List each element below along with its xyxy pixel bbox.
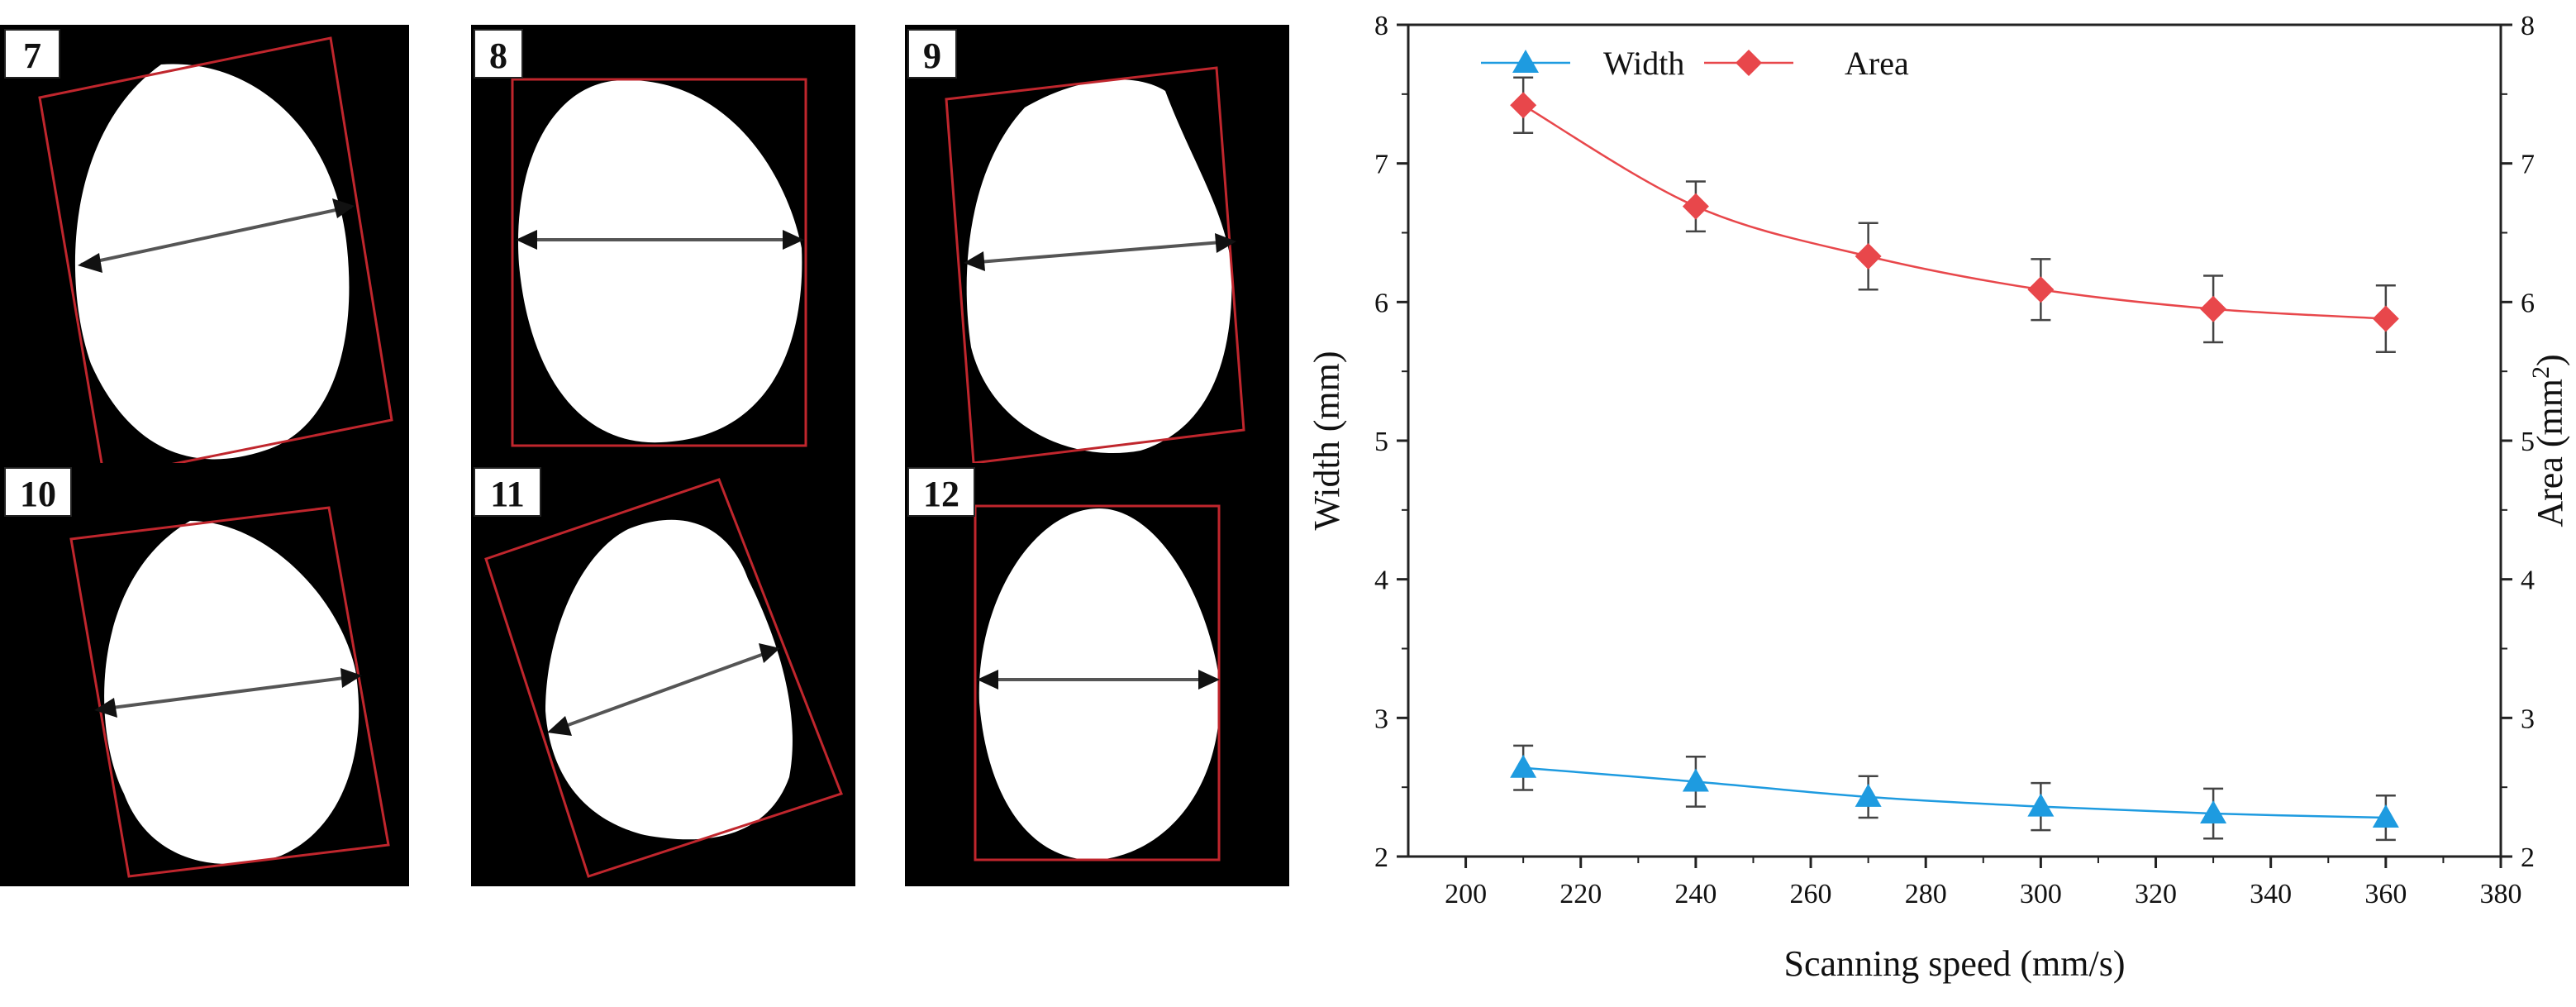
x-tick-label: 340 — [2250, 879, 2292, 909]
y-tick-label-right: 8 — [2521, 11, 2535, 41]
x-tick-label: 360 — [2364, 879, 2407, 909]
panel-label-8: 8 — [489, 36, 507, 76]
y-tick-label-right: 5 — [2521, 427, 2535, 457]
series-line-width — [1523, 766, 2386, 819]
y-axis-label-left: Width (mm) — [1307, 351, 1347, 531]
panel-8: 8 — [471, 25, 855, 494]
data-point-area — [1855, 243, 1882, 270]
y-tick-label-left: 2 — [1374, 842, 1388, 873]
y-axis-label-right-sup: 2 — [2527, 366, 2555, 379]
panel-label-7: 7 — [23, 36, 41, 76]
series-line-area — [1522, 104, 2386, 320]
y-tick-label-right: 7 — [2521, 150, 2535, 180]
y-axis-label-right-close: ) — [2530, 354, 2570, 366]
x-tick-label: 240 — [1674, 879, 1717, 909]
x-tick-label: 220 — [1559, 879, 1602, 909]
data-point-width — [2372, 804, 2399, 828]
legend-marker-width — [1512, 50, 1539, 73]
y-tick-label-left: 6 — [1374, 288, 1388, 318]
y-axis-label-right-text: Area (mm — [2530, 379, 2570, 527]
x-tick-label: 200 — [1445, 879, 1487, 909]
data-point-area — [1682, 193, 1709, 220]
data-point-area — [1510, 92, 1537, 119]
x-axis-label: Scanning speed (mm/s) — [1783, 943, 2125, 984]
y-tick-label-left: 4 — [1374, 566, 1388, 596]
y-tick-label-right: 4 — [2521, 566, 2535, 596]
x-tick-label: 320 — [2135, 879, 2177, 909]
chart-axes: 200 220 240 260 280 300 320 340 360 380 2 3 4 5 6 7 8 2 3 4… — [1374, 11, 2535, 909]
data-point-width — [2200, 800, 2227, 824]
plot-frame — [1407, 23, 2502, 858]
y-tick-label-left: 8 — [1374, 11, 1388, 41]
x-tick-label: 300 — [2020, 879, 2062, 909]
chart-marks — [1510, 76, 2399, 842]
panel-label-11: 11 — [490, 474, 525, 514]
y-tick-label-left: 5 — [1374, 427, 1388, 457]
legend-label-width: Width — [1603, 45, 1684, 82]
y-tick-label-right: 3 — [2521, 704, 2535, 734]
data-point-width — [1855, 783, 1882, 807]
data-point-width — [2027, 793, 2055, 817]
x-tick-label: 380 — [2480, 879, 2522, 909]
panel-10: 10 — [0, 463, 409, 886]
cross-section-panels: 7 8 9 10 — [0, 25, 1289, 886]
legend-marker-area — [1736, 50, 1762, 76]
data-point-width — [1510, 754, 1537, 778]
data-point-area — [2027, 276, 2055, 303]
x-tick-label: 260 — [1790, 879, 1832, 909]
panel-12: 12 — [905, 463, 1289, 886]
y-axis-label-right: Area (mm2) — [2527, 354, 2570, 527]
data-point-width — [1682, 768, 1709, 792]
legend-label-area: Area — [1845, 45, 1909, 82]
panel-9: 9 — [905, 25, 1289, 494]
panel-label-9: 9 — [923, 36, 941, 76]
y-tick-label-left: 7 — [1374, 150, 1388, 180]
panel-label-10: 10 — [20, 474, 56, 514]
panel-label-12: 12 — [923, 474, 959, 514]
y-tick-label-right: 2 — [2521, 842, 2535, 873]
data-point-area — [2200, 295, 2227, 322]
panel-7: 7 — [0, 25, 409, 494]
x-tick-label: 280 — [1905, 879, 1947, 909]
data-point-area — [2372, 305, 2399, 332]
chart-legend: Width Area — [1481, 45, 1909, 82]
y-tick-label-right: 6 — [2521, 288, 2535, 318]
panel-11: 11 — [471, 463, 855, 886]
y-tick-label-left: 3 — [1374, 704, 1388, 734]
